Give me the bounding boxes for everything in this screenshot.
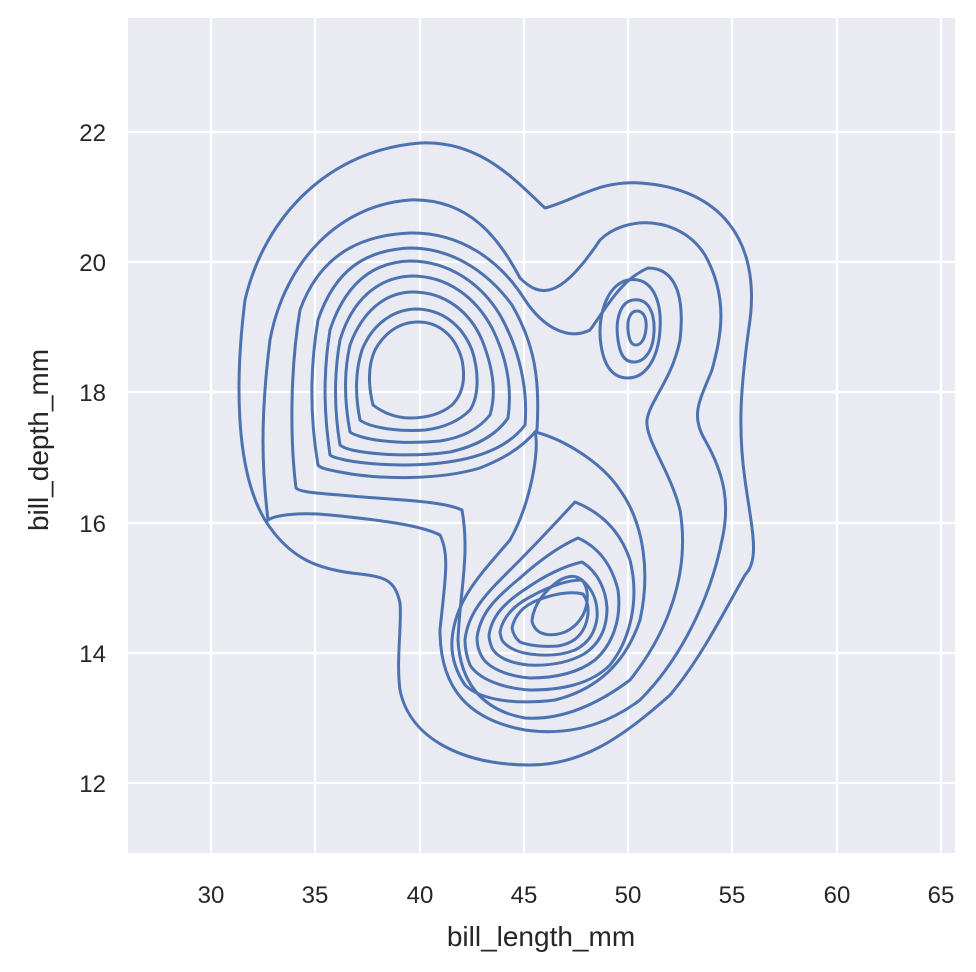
y-axis-tick-labels: 22 20 18 16 14 12 (79, 120, 106, 798)
y-tick-label: 22 (79, 120, 106, 147)
x-tick-label: 65 (928, 882, 955, 909)
plot-area-background (128, 18, 955, 853)
contour-line (323, 259, 528, 467)
y-tick-label: 16 (79, 511, 106, 538)
x-tick-label: 40 (407, 882, 434, 909)
contour-lines (237, 141, 755, 767)
x-tick-label: 30 (198, 882, 225, 909)
contour-line (290, 231, 684, 720)
y-axis-label: bill_depth_mm (23, 349, 54, 531)
x-tick-label: 55 (719, 882, 746, 909)
y-tick-label: 12 (79, 771, 106, 798)
x-axis-tick-labels: 30 35 40 45 50 55 60 65 (198, 882, 955, 909)
contour-line (368, 320, 466, 420)
contour-line (498, 578, 599, 657)
x-axis-label: bill_length_mm (447, 921, 635, 952)
contour-line (463, 500, 636, 692)
contour-line (530, 575, 589, 637)
contour-line (450, 430, 647, 704)
contour-line (261, 198, 728, 734)
contour-line (333, 274, 511, 457)
contour-line (615, 298, 656, 364)
y-tick-label: 14 (79, 641, 106, 668)
x-tick-label: 60 (824, 882, 851, 909)
contour-line (354, 307, 479, 432)
x-tick-label: 45 (511, 882, 538, 909)
contour-line (310, 246, 540, 480)
y-tick-label: 20 (79, 250, 106, 277)
x-tick-label: 50 (615, 882, 642, 909)
y-tick-label: 18 (79, 380, 106, 407)
contour-line (344, 290, 495, 444)
contour-line (487, 560, 609, 667)
contour-line (237, 141, 755, 767)
contour-line (598, 278, 662, 380)
x-tick-label: 35 (302, 882, 329, 909)
contour-line (475, 536, 621, 680)
contour-line (626, 309, 648, 347)
